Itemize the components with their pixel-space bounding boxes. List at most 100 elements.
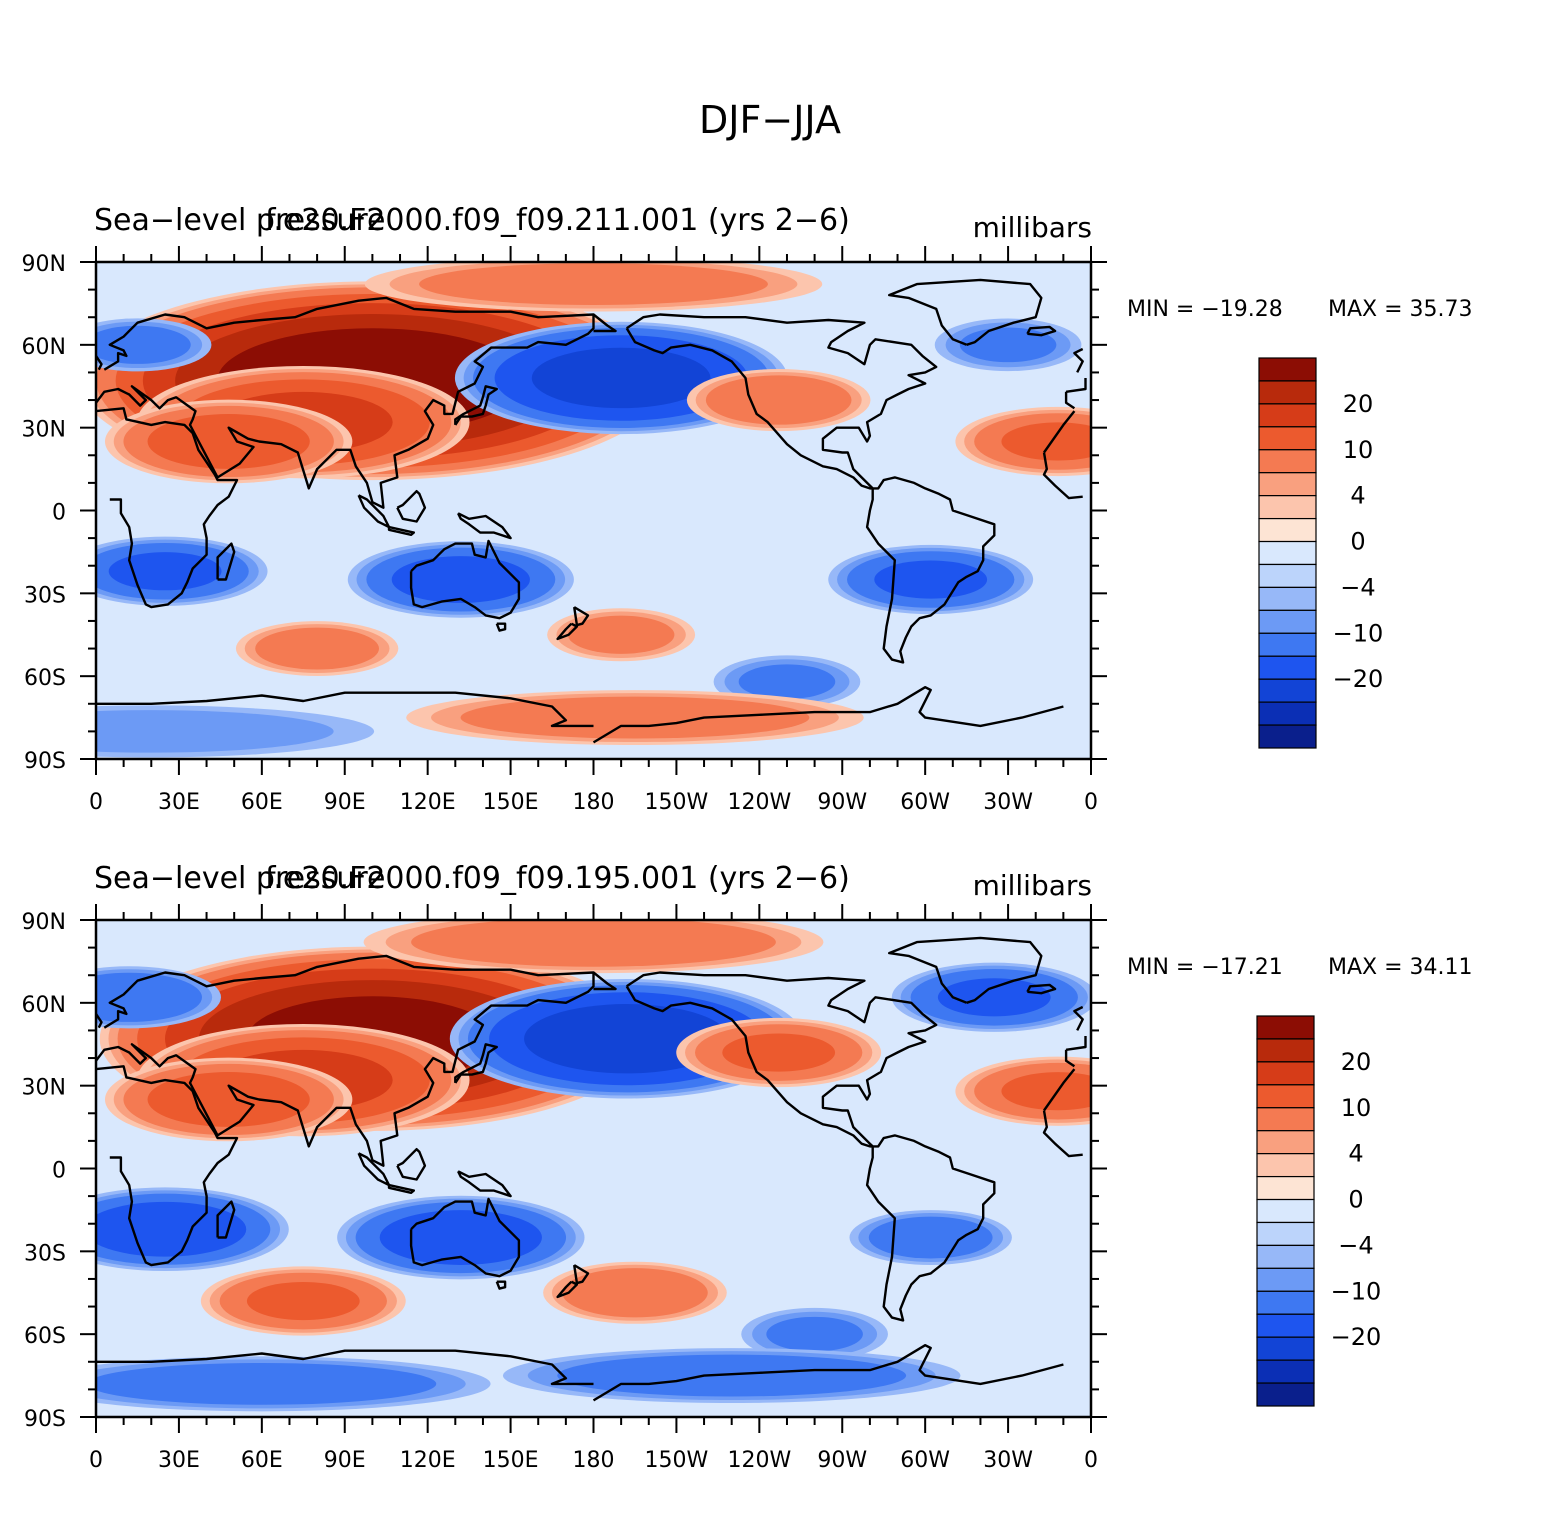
panel-1-map bbox=[96, 262, 1091, 759]
panel-2-axis-ticks bbox=[80, 904, 1107, 1433]
pressure-centre bbox=[828, 544, 1034, 615]
coastline bbox=[454, 385, 498, 426]
panel-1: Sea−level pressure f.e20.F2000.f09_f09.2… bbox=[22, 203, 1473, 815]
colorbar-box bbox=[1258, 701, 1317, 726]
pressure-centre bbox=[96, 318, 212, 372]
colorbar-label: 20 bbox=[1343, 390, 1374, 418]
lon-label: 60E bbox=[241, 1448, 283, 1473]
lon-label: 180 bbox=[573, 790, 615, 815]
panel-1-title-left: Sea−level pressure bbox=[94, 203, 385, 238]
pressure-centre bbox=[891, 962, 1091, 1032]
pressure-centre bbox=[96, 1356, 491, 1412]
contour-band bbox=[96, 1201, 247, 1257]
lon-label: 150E bbox=[483, 1448, 539, 1473]
pressure-centre bbox=[741, 1307, 888, 1361]
panel-1-coastlines bbox=[96, 278, 1087, 744]
panel-2-lat-labels: 90N 60N 30N 0 30S 60S 90S bbox=[22, 910, 66, 1432]
colorbar-label: 4 bbox=[1350, 482, 1365, 510]
lon-label: 0 bbox=[1084, 1448, 1098, 1473]
colorbar-box bbox=[1256, 1015, 1315, 1040]
pressure-centre bbox=[686, 369, 871, 432]
lon-label: 60W bbox=[900, 790, 950, 815]
panel-2-max-label: MAX = 34.11 bbox=[1328, 955, 1473, 980]
pressure-centre bbox=[96, 705, 375, 758]
panel-1-min-label: MIN = −19.28 bbox=[1127, 297, 1283, 322]
panel-1-colorbar bbox=[1258, 357, 1317, 749]
lat-label: 0 bbox=[52, 1159, 66, 1184]
panel-2-coastlines bbox=[96, 936, 1087, 1402]
lon-label: 90W bbox=[817, 790, 867, 815]
coastline bbox=[216, 1200, 236, 1239]
contour-band bbox=[567, 615, 675, 654]
panel-1-pressure-field bbox=[96, 262, 1091, 758]
panel-2-title-left: Sea−level pressure bbox=[94, 861, 385, 896]
colorbar-box bbox=[1256, 1107, 1315, 1132]
panel-1-title-center: f.e20.F2000.f09_f09.211.001 (yrs 2−6) bbox=[265, 203, 850, 238]
panel-1-units: millibars bbox=[973, 211, 1092, 244]
contour-band bbox=[531, 347, 711, 409]
contour-band bbox=[96, 325, 191, 364]
panel-2-lon-labels: 0 30E 60E 90E 120E 150E 180 150W 120W 90W 60W 30W 0 bbox=[89, 1448, 1098, 1473]
lat-label: 60S bbox=[24, 666, 66, 691]
coastline bbox=[96, 686, 1064, 744]
coastline bbox=[216, 542, 236, 581]
lat-label: 30N bbox=[22, 1076, 66, 1101]
contour-band bbox=[705, 375, 852, 425]
colorbar-box bbox=[1256, 1084, 1315, 1109]
panel-1-lat-labels: 90N 60N 30N 0 30S 60S 90S bbox=[22, 252, 66, 774]
coastline bbox=[96, 1344, 1064, 1402]
coastline bbox=[396, 490, 427, 523]
coastline bbox=[96, 1065, 1083, 1267]
lat-label: 90N bbox=[22, 910, 66, 935]
coastline bbox=[495, 622, 507, 632]
panel-2: Sea−level pressure f.e20.F2000.f09_f09.1… bbox=[22, 861, 1473, 1473]
colorbar-box bbox=[1258, 678, 1317, 703]
coastline bbox=[556, 1280, 579, 1299]
coastline bbox=[1026, 325, 1057, 337]
lat-label: 90S bbox=[24, 1407, 66, 1432]
pressure-centre bbox=[676, 1017, 882, 1088]
pressure-centre bbox=[934, 318, 1082, 372]
contour-band bbox=[255, 627, 380, 670]
contour-band bbox=[1001, 422, 1091, 461]
coastline bbox=[573, 606, 590, 627]
coastline bbox=[96, 296, 1087, 509]
lat-label: 0 bbox=[52, 501, 66, 526]
lon-label: 120W bbox=[727, 1448, 791, 1473]
pressure-centre bbox=[502, 1348, 961, 1404]
panel-1-lon-labels: 0 30E 60E 90E 120E 150E 180 150W 120W 90W 60W 30W 0 bbox=[89, 790, 1098, 815]
pressure-centre bbox=[347, 541, 574, 618]
colorbar-box bbox=[1258, 724, 1317, 749]
colorbar-box bbox=[1256, 1061, 1315, 1086]
colorbar-box bbox=[1256, 1038, 1315, 1063]
lon-label: 150W bbox=[645, 790, 709, 815]
colorbar-label: 10 bbox=[1343, 436, 1374, 464]
lat-label: 60N bbox=[22, 993, 66, 1018]
lon-label: 0 bbox=[89, 1448, 103, 1473]
colorbar-box bbox=[1258, 380, 1317, 405]
colorbar-box bbox=[1256, 1130, 1315, 1155]
coastline bbox=[625, 971, 996, 1322]
coastline bbox=[556, 622, 579, 641]
contour-band bbox=[411, 920, 776, 967]
colorbar-label: −4 bbox=[1340, 573, 1375, 601]
panel-1-axis-ticks bbox=[80, 246, 1107, 775]
colorbar-label: −10 bbox=[1331, 1277, 1382, 1305]
lon-label: 30W bbox=[983, 790, 1033, 815]
lat-label: 90N bbox=[22, 252, 66, 277]
colorbar-box bbox=[1256, 1313, 1315, 1338]
colorbar-box bbox=[1258, 472, 1317, 497]
pressure-centre bbox=[96, 1187, 289, 1272]
lon-label: 30W bbox=[983, 1448, 1033, 1473]
colorbar-box bbox=[1256, 1221, 1315, 1247]
colorbar-label: 0 bbox=[1348, 1186, 1363, 1214]
colorbar-box bbox=[1256, 1290, 1315, 1315]
pressure-centre bbox=[849, 1210, 1012, 1265]
coastline bbox=[495, 1280, 507, 1290]
coastline bbox=[1026, 983, 1057, 995]
colorbar-box bbox=[1258, 357, 1317, 382]
contour-band bbox=[557, 1354, 907, 1397]
coastline bbox=[387, 1183, 415, 1194]
contour-band bbox=[937, 978, 1051, 1017]
lon-label: 0 bbox=[1084, 790, 1098, 815]
